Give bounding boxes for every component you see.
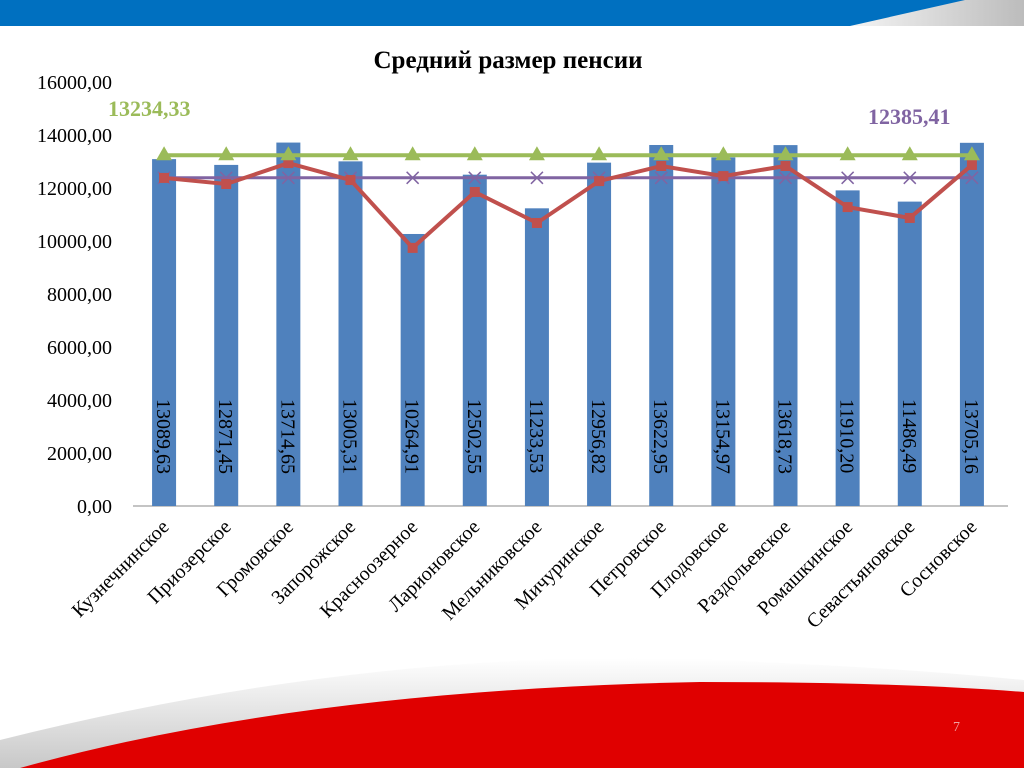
red-line-marker — [966, 159, 977, 170]
red-line-marker — [283, 158, 294, 169]
y-tick-label: 8000,00 — [47, 284, 112, 306]
district-average-marker — [654, 171, 668, 185]
bar — [152, 159, 177, 506]
bar-value-label: 12502,55 — [463, 399, 485, 474]
bar — [835, 190, 860, 506]
regional-average-marker — [280, 146, 297, 161]
bar-value-label: 13089,63 — [152, 399, 174, 474]
bar-value-label: 13005,31 — [339, 399, 361, 474]
category-label: Севастьяновское — [803, 516, 920, 633]
regional-average-marker — [839, 146, 856, 161]
bar — [773, 145, 798, 507]
regional-average-marker — [653, 146, 670, 161]
y-tick-label: 12000,00 — [37, 178, 112, 200]
red-line-marker — [159, 172, 170, 183]
district-average-marker — [281, 171, 295, 185]
red-line-marker — [531, 217, 542, 228]
regional-average-marker — [218, 146, 235, 161]
red-line-marker — [407, 242, 418, 253]
regional-average-marker — [342, 146, 359, 161]
regional-average-marker — [591, 146, 608, 161]
bar-value-label: 12956,82 — [587, 399, 609, 474]
district-average-marker — [778, 171, 793, 185]
bar-value-label: 11910,20 — [836, 399, 858, 473]
bar — [711, 157, 736, 506]
bottom-band — [20, 682, 1024, 768]
district-average-marker — [965, 171, 979, 185]
bar-value-label: 12871,45 — [214, 399, 236, 474]
bar-value-label: 10264,91 — [401, 399, 423, 474]
district-average-marker — [530, 171, 544, 185]
red-line-marker — [904, 212, 915, 223]
chart-title: Средний размер пенсии — [373, 47, 642, 74]
red-line-marker — [594, 176, 605, 187]
top-band — [0, 0, 1024, 26]
bar-value-label: 13714,65 — [276, 399, 298, 474]
bar-value-label: 11486,49 — [898, 399, 920, 473]
top-corner-curl — [850, 0, 1024, 26]
red-line-marker — [656, 161, 667, 172]
y-tick-label: 14000,00 — [37, 125, 112, 147]
red-line — [163, 161, 974, 251]
bar-value-label: 13705,16 — [960, 399, 982, 474]
y-tick-label: 4000,00 — [47, 390, 112, 412]
bar — [214, 164, 239, 507]
bar-value-label: 13622,95 — [649, 399, 671, 474]
regional-average-marker — [156, 146, 173, 161]
bar — [649, 144, 674, 506]
district-average-label: 12385,41 — [868, 104, 951, 129]
regional-average-marker — [528, 146, 545, 161]
bar — [587, 162, 612, 506]
bar — [959, 142, 984, 506]
bar — [524, 208, 549, 506]
district-average-marker — [903, 171, 917, 185]
district-average-marker — [841, 171, 855, 185]
regional-average-marker — [404, 146, 421, 161]
bar — [400, 233, 425, 506]
bar — [462, 174, 487, 506]
red-line-marker — [842, 202, 853, 213]
district-average-marker — [406, 171, 420, 185]
bar — [338, 161, 363, 506]
y-tick-label: 10000,00 — [37, 231, 112, 253]
district-average-marker — [468, 171, 482, 185]
regional-average-marker — [901, 146, 918, 161]
red-line-marker — [718, 171, 729, 182]
regional-average-marker — [777, 146, 794, 161]
bar-value-label: 13154,97 — [711, 399, 733, 474]
bar — [276, 142, 301, 506]
y-tick-label: 2000,00 — [47, 443, 112, 465]
y-tick-label: 0,00 — [77, 496, 112, 518]
page-number: 7 — [953, 720, 960, 735]
y-tick-label: 16000,00 — [37, 72, 112, 94]
regional-average-label: 13234,33 — [108, 96, 191, 121]
bar-value-label: 13618,73 — [774, 399, 796, 474]
red-line-marker — [780, 161, 791, 172]
red-line-marker — [221, 179, 232, 190]
red-line-marker — [469, 186, 480, 197]
bar — [897, 201, 922, 506]
regional-average-marker — [963, 146, 980, 161]
regional-average-marker — [466, 146, 483, 161]
bar-value-label: 11233,53 — [525, 399, 547, 473]
regional-average-marker — [715, 146, 732, 161]
red-line-marker — [345, 175, 356, 186]
y-tick-label: 6000,00 — [47, 337, 112, 359]
